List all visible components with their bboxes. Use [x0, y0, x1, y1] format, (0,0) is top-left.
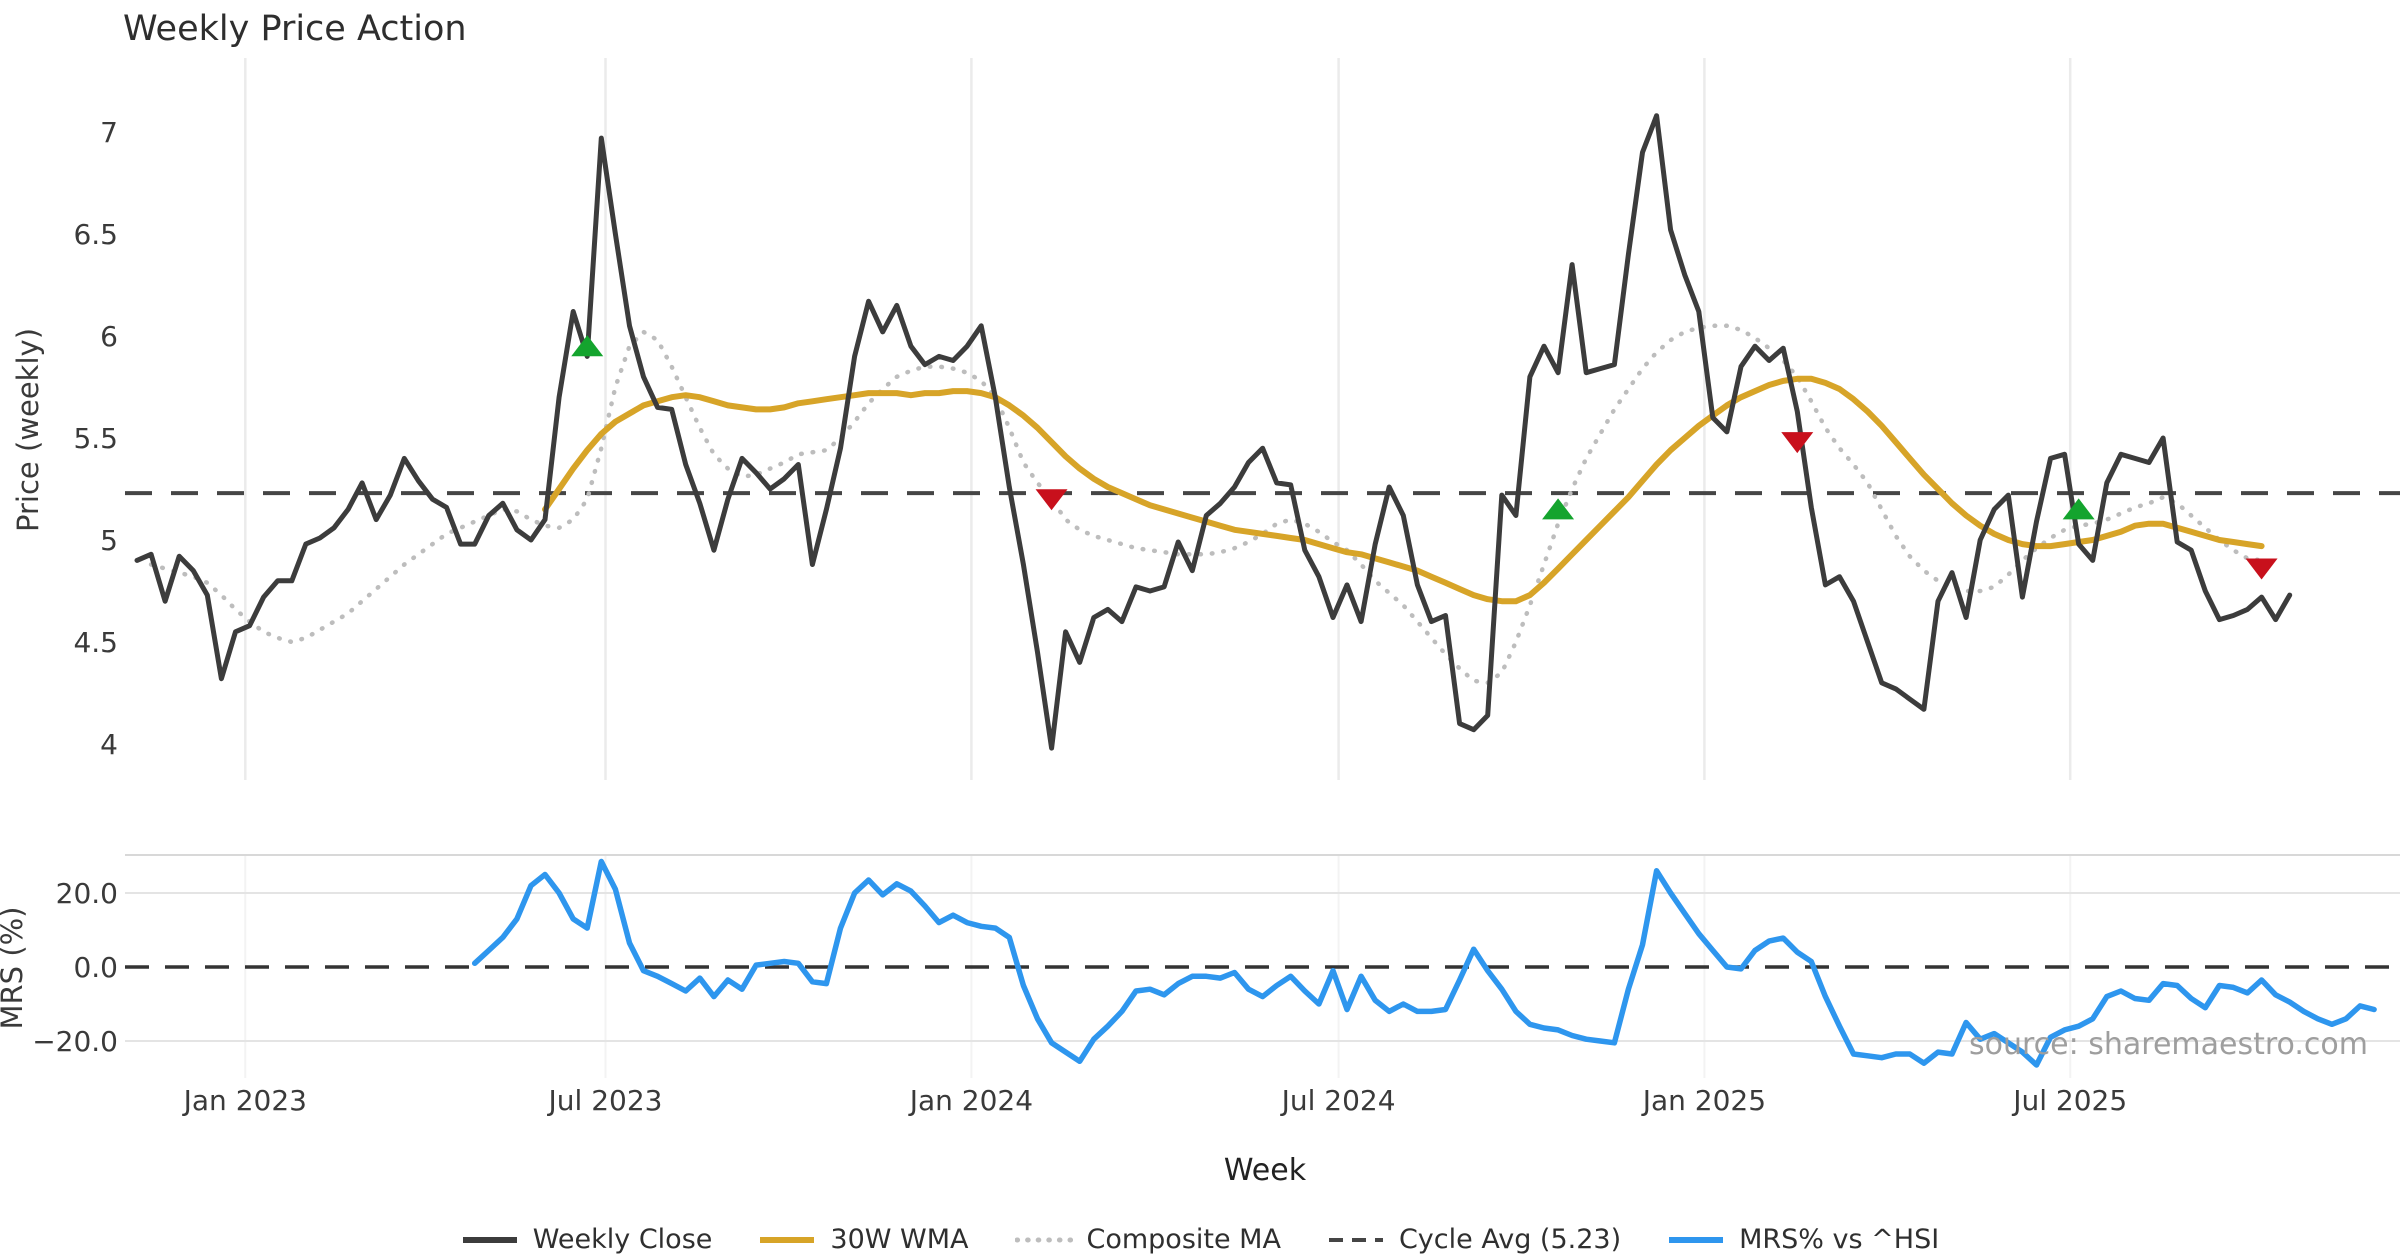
- sell-signal-marker-3: [2245, 558, 2278, 580]
- buy-signal-marker-1: [571, 335, 604, 357]
- x-axis-label: Week: [1224, 1153, 1307, 1188]
- weekly-close-line: [134, 113, 2293, 751]
- x-tick-Jul-2025: Jul 2025: [2011, 1084, 2127, 1117]
- price-tick-5.5: 5.5: [73, 422, 118, 455]
- axis-ticks: 7 6.5 6 5.5 5 4.5 4 20.0 0.0 −20.0 Jan 2023 Jul 202…: [32, 116, 2127, 1117]
- legend-swatch-solid-line: [462, 1236, 517, 1243]
- buy-signal-marker-2: [1542, 498, 1575, 520]
- mrs-tick-0: 0.0: [73, 951, 118, 984]
- legend-swatch-solid-line: [760, 1236, 815, 1243]
- legend-item-cycle-avg-5-23-[interactable]: Cycle Avg (5.23): [1327, 1224, 1621, 1255]
- legend-label: MRS% vs ^HSI: [1739, 1224, 1940, 1255]
- legend-swatch-solid-line: [1669, 1236, 1724, 1243]
- composite-ma-line: [148, 323, 2264, 686]
- data-series: [134, 113, 2377, 1068]
- chart-title: Weekly Price Action: [123, 9, 467, 49]
- chart-legend: Weekly Close 30W WMA Composite MA Cycle Avg…: [0, 1224, 2400, 1255]
- mrs-axis-label: MRS (%): [0, 907, 29, 1030]
- legend-label: Weekly Close: [532, 1224, 713, 1255]
- x-tick-Jan-2023: Jan 2023: [182, 1084, 307, 1117]
- reference-lines: [125, 491, 2400, 969]
- mrs-line: [471, 858, 2377, 1068]
- wma-line: [542, 375, 2265, 605]
- legend-item-weekly-close[interactable]: Weekly Close: [461, 1224, 713, 1255]
- x-tick-Jan-2024: Jan 2024: [908, 1084, 1033, 1117]
- legend-item-30w-wma[interactable]: 30W WMA: [758, 1224, 969, 1255]
- x-tick-Jan-2025: Jan 2025: [1641, 1084, 1766, 1117]
- signal-markers: [571, 335, 2278, 580]
- source-note: source: sharemaestro.com: [1969, 1027, 2368, 1062]
- x-tick-Jul-2023: Jul 2023: [547, 1084, 663, 1117]
- price-tick-6: 6: [100, 320, 118, 353]
- price-tick-5: 5: [100, 524, 118, 557]
- price-tick-7: 7: [100, 116, 118, 149]
- legend-item-composite-ma[interactable]: Composite MA: [1014, 1224, 1281, 1255]
- price-axis-label: Price (weekly): [11, 328, 45, 532]
- price-tick-4.5: 4.5: [73, 626, 118, 659]
- legend-label: 30W WMA: [830, 1224, 969, 1255]
- legend-swatch-dotted-line: [1014, 1237, 1073, 1242]
- legend-item-mrs-vs-hsi[interactable]: MRS% vs ^HSI: [1667, 1224, 1939, 1255]
- gridlines: [125, 58, 2400, 1078]
- buy-signal-marker-3: [2062, 498, 2095, 520]
- price-tick-6.5: 6.5: [73, 218, 118, 251]
- legend-label: Cycle Avg (5.23): [1398, 1224, 1622, 1255]
- sell-signal-marker-2: [1781, 432, 1814, 454]
- legend-label: Composite MA: [1086, 1224, 1281, 1255]
- price-tick-4: 4: [100, 728, 118, 761]
- mrs-tick--20: −20.0: [32, 1025, 118, 1058]
- mrs-tick-20: 20.0: [56, 877, 118, 910]
- sell-signal-marker-1: [1035, 489, 1068, 511]
- x-tick-Jul-2024: Jul 2024: [1280, 1084, 1396, 1117]
- legend-swatch-dashed-line: [1328, 1237, 1383, 1242]
